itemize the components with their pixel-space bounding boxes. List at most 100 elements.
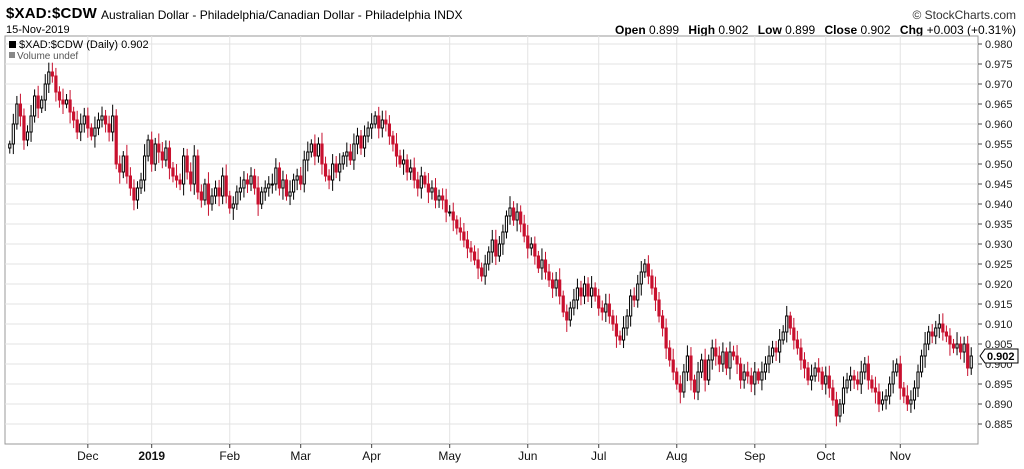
candle-body: [714, 347, 718, 357]
candle-body: [306, 151, 310, 161]
candle-body: [458, 227, 462, 233]
candle-body: [29, 115, 33, 133]
candle-body: [480, 267, 484, 277]
candle-body: [650, 275, 654, 289]
candle-body: [859, 371, 863, 385]
candle-body: [668, 347, 672, 361]
x-tick-label: Nov: [890, 449, 911, 463]
candle: [409, 159, 413, 180]
candle-body: [593, 287, 597, 297]
candle: [770, 340, 775, 364]
candle-body: [86, 115, 90, 129]
candle-body: [494, 239, 498, 257]
candle: [657, 292, 661, 323]
candle: [760, 361, 764, 391]
candle: [675, 367, 679, 390]
candle: [834, 391, 839, 427]
candle-body: [572, 299, 576, 309]
candle: [235, 185, 239, 210]
candle-body: [426, 183, 431, 193]
candle-body: [412, 167, 416, 181]
candle: [827, 365, 831, 398]
candle: [54, 67, 58, 102]
x-tick-label: Aug: [666, 449, 687, 463]
candle: [331, 154, 335, 191]
candle-body: [526, 235, 530, 249]
candle-body: [636, 283, 640, 301]
candle: [742, 364, 746, 389]
y-tick-label: 0.920: [985, 279, 1013, 291]
chart-date: 15-Nov-2019: [6, 24, 70, 36]
candle-body: [731, 351, 736, 357]
candle: [753, 362, 757, 396]
candle: [401, 149, 406, 175]
candle: [561, 290, 565, 318]
candle-body: [621, 327, 626, 341]
y-tick-label: 0.885: [985, 419, 1013, 431]
candle: [607, 293, 611, 324]
candle-body: [962, 343, 966, 353]
candle-body: [359, 135, 363, 149]
candle: [618, 330, 622, 345]
y-tick-label: 0.895: [985, 379, 1013, 391]
candle: [774, 340, 778, 362]
candle-body: [607, 303, 611, 317]
candle-body: [146, 139, 150, 157]
candle-body: [728, 351, 732, 369]
candle-body: [160, 151, 164, 161]
candle-body: [22, 115, 26, 141]
candle-body: [47, 71, 51, 85]
candle-body: [238, 187, 242, 193]
y-tick-label: 0.975: [985, 59, 1013, 71]
candle-body: [338, 163, 342, 173]
y-tick-label: 0.970: [985, 79, 1013, 91]
candle: [150, 131, 154, 172]
candle-body: [767, 355, 771, 365]
brand-credit[interactable]: © StockCharts.com: [912, 8, 1016, 22]
candle: [547, 263, 551, 287]
candle-body: [813, 367, 817, 377]
candle: [462, 222, 466, 248]
candle-body: [664, 327, 668, 349]
candle: [529, 237, 533, 256]
candle: [597, 288, 601, 316]
candle-body: [142, 155, 147, 181]
candle: [128, 167, 132, 196]
high-label: High: [688, 23, 716, 37]
candle: [852, 369, 856, 389]
last-price-marker: 0.902: [979, 348, 1019, 364]
candle-body: [550, 279, 555, 289]
candle-body: [930, 331, 934, 337]
candle-body: [689, 355, 693, 381]
candle: [295, 168, 299, 191]
candle-body: [902, 387, 906, 397]
candle: [487, 246, 491, 271]
candle: [919, 349, 924, 378]
candle-body: [696, 371, 700, 393]
candle: [813, 362, 817, 382]
candle: [927, 325, 931, 351]
grid-lines: [5, 36, 978, 444]
candle-body: [831, 387, 835, 401]
candle: [299, 166, 303, 191]
candle-body: [82, 115, 86, 125]
candle: [930, 324, 934, 344]
symbol-title: $XAD:$CDW: [6, 5, 97, 22]
chg-value: +0.003 (+0.31%): [926, 23, 1016, 37]
candle: [288, 180, 292, 206]
candle-body: [820, 371, 824, 385]
y-tick-label: 0.925: [985, 259, 1013, 271]
candle-body: [873, 387, 878, 393]
candle-body: [735, 355, 739, 365]
candle: [515, 203, 519, 232]
candle: [632, 287, 636, 308]
candle: [838, 399, 842, 423]
candle-body: [923, 343, 927, 357]
candle: [64, 93, 69, 109]
candle: [100, 106, 104, 128]
candle: [806, 361, 810, 386]
candle: [802, 352, 807, 379]
candle: [93, 116, 97, 148]
candle: [260, 186, 264, 210]
